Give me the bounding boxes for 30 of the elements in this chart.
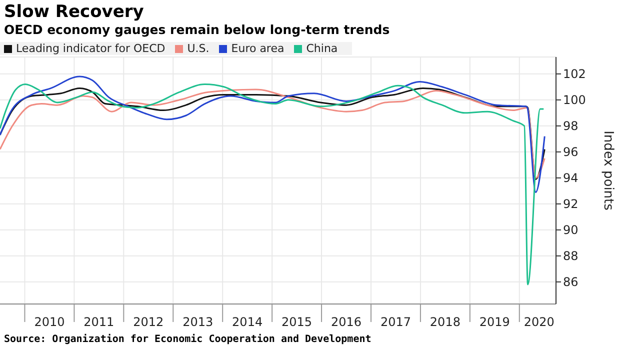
x-tick-label: 2010 [34, 315, 65, 329]
line-series [0, 76, 546, 193]
y-tick-label: 88 [563, 249, 578, 264]
x-tick-label: 2013 [182, 315, 214, 329]
x-tick-label: 2016 [330, 315, 362, 329]
y-tick-label: 86 [563, 275, 578, 290]
x-tick-label: 2014 [232, 315, 263, 329]
y-axis-title: Index points [600, 130, 616, 211]
y-tick-label: 98 [563, 119, 578, 134]
legend-label: China [306, 42, 338, 55]
source-note: Source: Organization for Economic Cooperation and Development [4, 334, 372, 345]
x-tick-label: 2020 [524, 315, 554, 329]
legend-label: Leading indicator for OECD [16, 42, 166, 55]
x-tick-label: 2018 [430, 315, 460, 329]
x-tick-label: 2019 [479, 315, 510, 329]
x-tick-label: 2017 [380, 315, 412, 329]
y-tick-label: 100 [563, 93, 586, 108]
line-series [0, 84, 544, 286]
chart-title: Slow Recovery [4, 2, 144, 22]
y-tick-label: 94 [563, 171, 578, 186]
legend-label: U.S. [187, 42, 210, 55]
x-tick-label: 2012 [133, 315, 164, 329]
y-tick-label: 102 [563, 67, 586, 82]
y-tick-label: 92 [563, 197, 578, 212]
chart-subtitle: OECD economy gauges remain below long-term trends [4, 22, 390, 37]
y-tick-label: 90 [563, 223, 578, 238]
y-tick-label: 96 [563, 145, 578, 160]
x-tick-label: 2015 [282, 315, 312, 329]
legend-label: Euro area [231, 42, 284, 55]
x-tick-label: 2011 [84, 315, 114, 329]
